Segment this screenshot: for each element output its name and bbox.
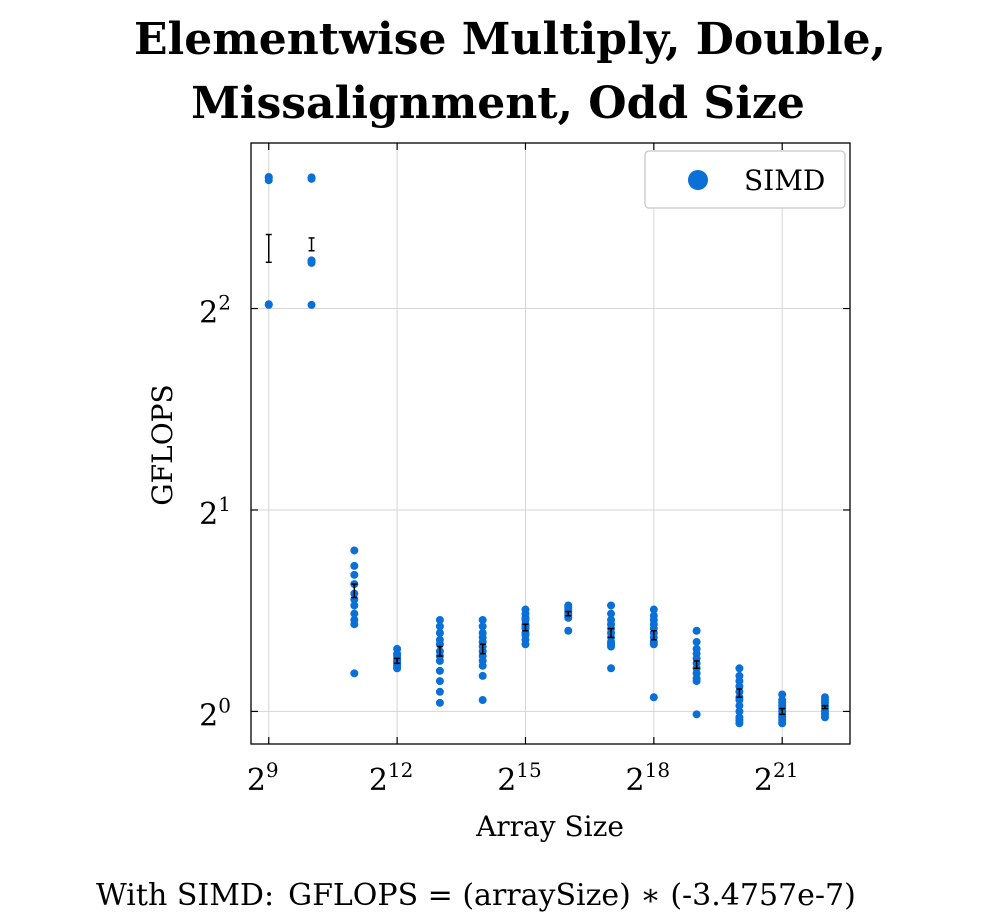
data-point-simd <box>607 601 616 610</box>
data-point-simd <box>435 615 444 624</box>
data-point-simd <box>264 176 273 185</box>
data-point-simd <box>393 664 402 673</box>
data-point-simd <box>778 690 787 699</box>
data-point-simd <box>350 561 359 570</box>
tick-marks <box>251 143 850 744</box>
data-point-simd <box>478 622 487 631</box>
data-point-simd <box>735 719 744 728</box>
data-point-simd <box>435 666 444 675</box>
chart-title-line-2: Missalignment, Odd Size <box>191 78 805 129</box>
data-point-simd <box>649 693 658 702</box>
x-tick-labels: 29 212 215 218 221 <box>247 758 799 798</box>
data-point-simd <box>478 615 487 624</box>
data-point-simd <box>478 696 487 705</box>
data-point-simd <box>521 640 530 649</box>
data-points <box>264 172 829 728</box>
data-point-simd <box>735 701 744 710</box>
data-point-simd <box>649 605 658 614</box>
chart-title-line-1: Elementwise Multiply, Double, <box>134 14 886 65</box>
y-tick-labels: 20 21 22 <box>199 291 231 734</box>
data-point-simd <box>478 671 487 680</box>
x-tick-label: 218 <box>626 758 671 798</box>
footer-formula: GFLOPS = (arraySize) ∗ (-3.4757e-7) <box>288 878 856 913</box>
footer-prefix: With SIMD: <box>96 878 274 913</box>
y-tick-label: 22 <box>199 291 231 331</box>
data-point-simd <box>350 546 359 555</box>
data-point-simd <box>735 664 744 673</box>
data-point-simd <box>350 620 359 629</box>
data-point-simd <box>607 609 616 618</box>
data-point-simd <box>607 664 616 673</box>
y-tick-label: 21 <box>199 492 231 532</box>
data-point-simd <box>435 628 444 637</box>
legend-label-simd: SIMD <box>744 164 825 197</box>
legend: SIMD <box>644 150 846 209</box>
legend-box <box>644 150 846 209</box>
data-point-simd <box>692 710 701 719</box>
data-point-simd <box>350 669 359 678</box>
data-point-simd <box>350 609 359 618</box>
data-point-simd <box>649 640 658 649</box>
data-point-simd <box>735 707 744 716</box>
error-bars <box>265 233 828 716</box>
x-tick-label: 221 <box>754 758 799 798</box>
footer-note: With SIMD: GFLOPS = (arraySize) ∗ (-3.475… <box>96 878 856 913</box>
data-point-simd <box>307 300 316 309</box>
data-point-simd <box>435 622 444 631</box>
plot-frame <box>250 142 851 745</box>
data-point-simd <box>264 300 273 309</box>
data-point-simd <box>435 687 444 696</box>
data-point-simd <box>692 626 701 635</box>
data-point-simd <box>307 257 316 266</box>
data-point-simd <box>692 637 701 646</box>
x-axis-label: Array Size <box>475 810 624 843</box>
legend-marker-simd <box>688 170 708 190</box>
data-point-simd <box>435 698 444 707</box>
x-tick-label: 29 <box>247 758 279 798</box>
x-tick-label: 215 <box>497 758 542 798</box>
data-point-simd <box>564 626 573 635</box>
data-point-simd <box>820 713 829 722</box>
data-point-simd <box>435 677 444 686</box>
data-point-simd <box>735 696 744 705</box>
data-point-simd <box>607 642 616 651</box>
data-point-simd <box>350 601 359 610</box>
y-tick-label: 20 <box>199 693 231 733</box>
data-point-simd <box>350 570 359 579</box>
y-axis-label: GFLOPS <box>146 384 179 505</box>
data-point-simd <box>435 656 444 665</box>
data-point-simd <box>692 677 701 686</box>
data-point-simd <box>478 661 487 670</box>
data-point-simd <box>307 174 316 183</box>
grid-lines <box>251 143 850 744</box>
x-tick-label: 212 <box>369 758 414 798</box>
data-point-simd <box>778 719 787 728</box>
